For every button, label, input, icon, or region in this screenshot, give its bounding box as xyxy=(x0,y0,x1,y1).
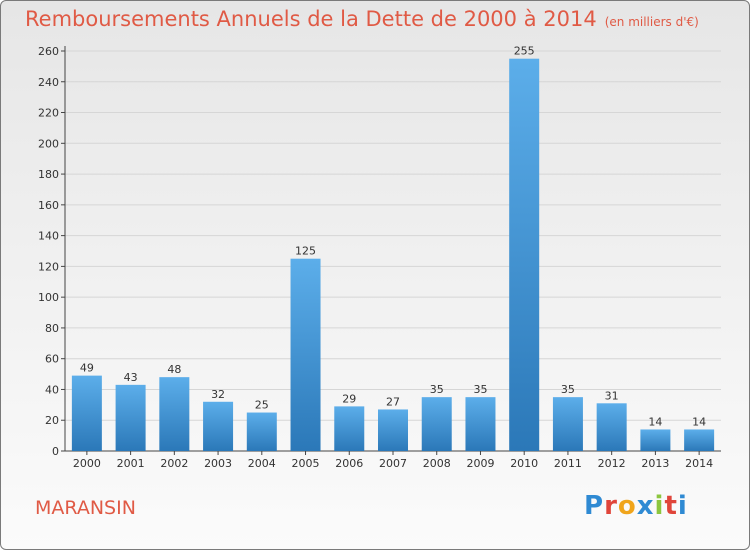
chart-title-text: Remboursements Annuels de la Dette de 20… xyxy=(25,7,597,31)
bar xyxy=(684,429,715,451)
y-tick-label: 120 xyxy=(38,260,59,273)
y-tick-label: 40 xyxy=(45,383,59,396)
x-tick-label: 2006 xyxy=(335,457,363,470)
bar xyxy=(71,375,102,451)
bar xyxy=(334,406,365,451)
y-tick-label: 260 xyxy=(38,45,59,58)
chart-title: Remboursements Annuels de la Dette de 20… xyxy=(25,7,699,31)
y-tick-label: 180 xyxy=(38,168,59,181)
logo-letter: o xyxy=(617,491,637,521)
y-tick-label: 240 xyxy=(38,76,59,89)
bar xyxy=(115,384,146,451)
x-tick-label: 2011 xyxy=(554,457,582,470)
x-tick-label: 2005 xyxy=(292,457,320,470)
logo-letter: i xyxy=(677,491,688,521)
x-tick-label: 2009 xyxy=(466,457,494,470)
data-label: 14 xyxy=(692,415,706,428)
x-tick-label: 2014 xyxy=(685,457,713,470)
data-label: 49 xyxy=(80,362,94,375)
bar xyxy=(421,397,452,451)
data-label: 14 xyxy=(648,415,662,428)
logo-letter: P xyxy=(584,491,605,521)
data-label: 25 xyxy=(255,399,269,412)
y-tick-label: 20 xyxy=(45,414,59,427)
x-tick-label: 2002 xyxy=(160,457,188,470)
bar xyxy=(246,412,277,451)
data-label: 29 xyxy=(342,392,356,405)
x-tick-label: 2013 xyxy=(641,457,669,470)
data-label: 35 xyxy=(430,383,444,396)
proxiti-logo: Proxiti xyxy=(584,491,688,521)
x-tick-label: 2004 xyxy=(248,457,276,470)
bar xyxy=(159,377,190,451)
unit-note: (en milliers d'€) xyxy=(604,15,699,29)
x-tick-label: 2008 xyxy=(423,457,451,470)
y-tick-label: 100 xyxy=(38,291,59,304)
data-label: 125 xyxy=(295,245,316,258)
bar xyxy=(552,397,583,451)
bar xyxy=(465,397,496,451)
data-label: 255 xyxy=(514,45,535,58)
x-tick-label: 2007 xyxy=(379,457,407,470)
data-label: 43 xyxy=(124,371,138,384)
bar xyxy=(290,258,321,451)
data-label: 35 xyxy=(473,383,487,396)
place-name: MARANSIN xyxy=(35,497,136,519)
data-label: 32 xyxy=(211,388,225,401)
x-tick-label: 2000 xyxy=(73,457,101,470)
x-tick-label: 2003 xyxy=(204,457,232,470)
y-tick-label: 0 xyxy=(52,445,59,458)
y-tick-label: 200 xyxy=(38,137,59,150)
y-tick-label: 160 xyxy=(38,199,59,212)
logo-letter: i xyxy=(654,491,665,521)
data-label: 27 xyxy=(386,395,400,408)
bar xyxy=(596,403,627,451)
x-tick-label: 2012 xyxy=(598,457,626,470)
logo-letter: r xyxy=(604,491,618,521)
x-tick-label: 2001 xyxy=(117,457,145,470)
bar xyxy=(640,429,671,451)
x-tick-label: 2010 xyxy=(510,457,538,470)
data-label: 31 xyxy=(605,389,619,402)
y-tick-label: 140 xyxy=(38,230,59,243)
bar xyxy=(509,58,540,451)
bar xyxy=(203,401,234,451)
bar xyxy=(378,409,408,451)
y-tick-label: 60 xyxy=(45,353,59,366)
y-tick-label: 80 xyxy=(45,322,59,335)
y-tick-label: 220 xyxy=(38,107,59,120)
data-label: 48 xyxy=(167,363,181,376)
logo-letter: x xyxy=(636,491,655,521)
logo-letter: t xyxy=(664,491,678,521)
data-label: 35 xyxy=(561,383,575,396)
